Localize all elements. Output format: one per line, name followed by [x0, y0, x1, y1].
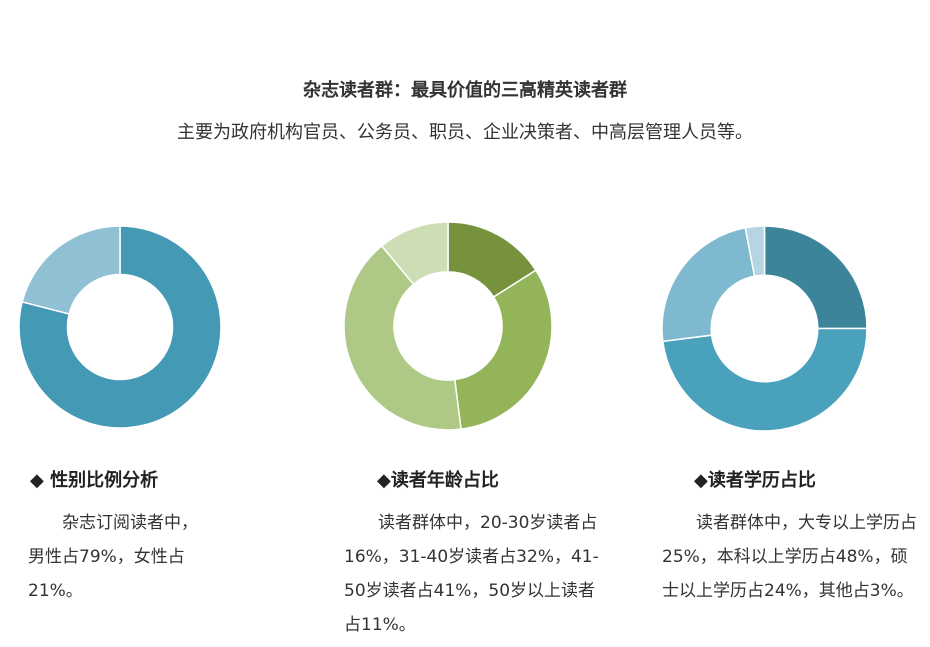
gender-section-title: ◆ 性别比例分析 — [30, 470, 159, 491]
age-donut-chart — [343, 221, 553, 431]
gender-section-text: 杂志订阅读者中，男性占79%，女性占21%。 — [28, 513, 198, 601]
education-donut-hole — [711, 275, 818, 382]
education-donut-chart — [661, 225, 868, 432]
page-subtitle: 主要为政府机构官员、公务员、职员、企业决策者、中高层管理人员等。 — [177, 122, 753, 143]
age-donut-hole — [393, 271, 503, 381]
age-section-text: 读者群体中，20-30岁读者占16%，31-40岁读者占32%，41-50岁读者… — [344, 513, 599, 635]
education-section-text: 读者群体中，大专以上学历占25%，本科以上学历占48%，硕士以上学历占24%，其… — [662, 513, 917, 601]
gender-donut-hole — [67, 274, 173, 380]
page-title: 杂志读者群：最具价值的三高精英读者群 — [303, 80, 627, 101]
education-section-title: ◆读者学历占比 — [694, 470, 816, 491]
gender-donut-chart — [18, 225, 222, 429]
age-section-title: ◆读者年龄占比 — [377, 470, 499, 491]
